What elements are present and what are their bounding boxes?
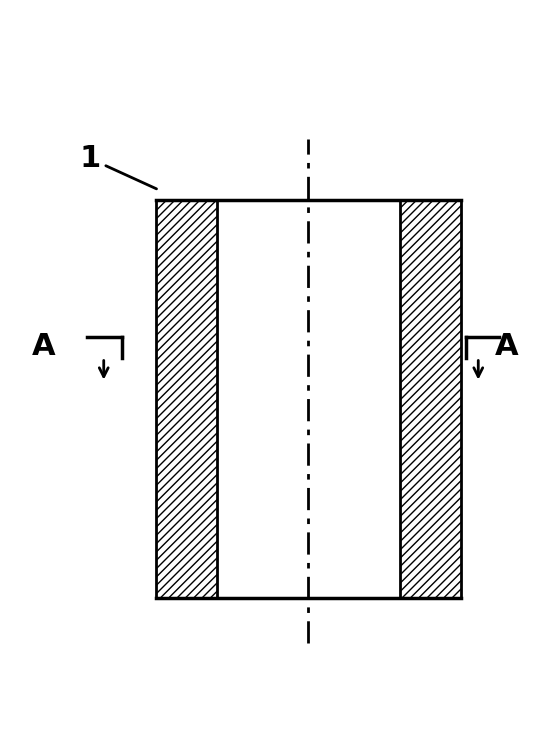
Text: 1: 1: [80, 144, 157, 188]
Text: A: A: [495, 332, 519, 361]
Text: A: A: [32, 332, 56, 361]
Bar: [217, 200, 400, 598]
Bar: [156, 200, 217, 598]
Bar: [400, 200, 460, 598]
